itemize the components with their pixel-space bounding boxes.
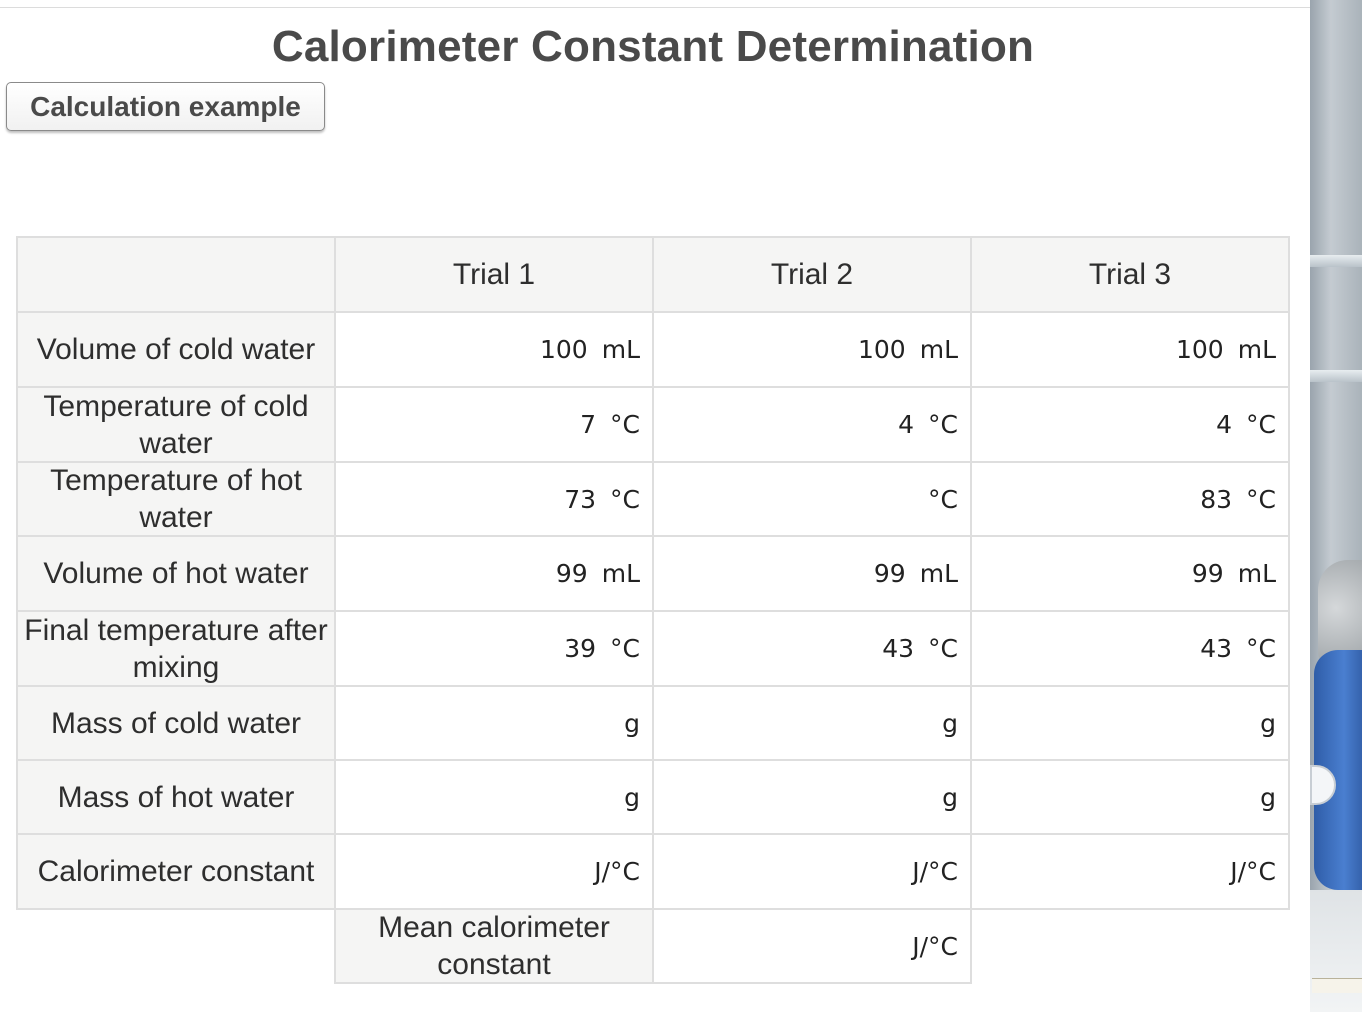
- value-number: 100: [858, 335, 906, 364]
- row-label: Volume of hot water: [43, 557, 309, 590]
- column-header-trial-2: Trial 2: [652, 236, 972, 313]
- value-cell[interactable]: 4 °C: [652, 386, 972, 463]
- value-cell[interactable]: 99 mL: [334, 535, 654, 612]
- value-cell[interactable]: 83 °C: [970, 461, 1290, 537]
- value-number: 83: [1200, 484, 1233, 514]
- row-label: Volume of cold water: [36, 333, 316, 366]
- page-title: Calorimeter Constant Determination: [271, 22, 1035, 71]
- value-unit: mL: [601, 335, 640, 364]
- row-label-cell: Calorimeter constant: [16, 833, 336, 910]
- value-cell[interactable]: 99 mL: [970, 535, 1290, 612]
- row-label: Temperature of hot water: [50, 464, 302, 534]
- value-cell[interactable]: 43 °C: [652, 610, 972, 687]
- lab-ruler: [1312, 978, 1362, 993]
- value-cell[interactable]: g: [970, 759, 1290, 835]
- lab-bench: [1310, 890, 1362, 1012]
- value-cell[interactable]: g: [334, 685, 654, 761]
- value-cell[interactable]: 39 °C: [334, 610, 654, 687]
- value-number: 99: [873, 559, 906, 588]
- value-cell[interactable]: g: [652, 685, 972, 761]
- lab-shelf: [1310, 370, 1362, 382]
- lab-scene-background: [1310, 0, 1362, 1012]
- value-cell[interactable]: g: [334, 759, 654, 835]
- column-header-trial-1: Trial 1: [334, 236, 654, 313]
- value-unit: mL: [601, 559, 640, 588]
- mean-label: Mean calorimeter constant: [378, 911, 610, 981]
- value-cell[interactable]: 7 °C: [334, 386, 654, 463]
- value-cell[interactable]: 100 mL: [970, 311, 1290, 388]
- value-unit: mL: [919, 559, 958, 588]
- column-header-label: Trial 2: [770, 258, 854, 291]
- row-label-cell: Temperature of cold water: [16, 386, 336, 463]
- value-cell[interactable]: 99 mL: [652, 535, 972, 612]
- value-unit: °C: [1246, 484, 1276, 514]
- value-number: 99: [555, 559, 588, 588]
- row-label: Mass of cold water: [50, 706, 302, 740]
- row-label: Mass of hot water: [57, 780, 295, 814]
- value-number: 4: [1216, 410, 1233, 439]
- value-unit: g: [1260, 708, 1276, 738]
- value-cell[interactable]: 4 °C: [970, 386, 1290, 463]
- row-label: Final temperature after mixing: [24, 613, 328, 684]
- value-unit: g: [624, 782, 640, 812]
- value-unit: J/°C: [1230, 857, 1276, 886]
- top-divider: [0, 7, 1310, 8]
- column-header-label: Trial 3: [1088, 258, 1172, 291]
- value-unit: g: [942, 708, 958, 738]
- value-unit: °C: [928, 410, 958, 439]
- value-unit: °C: [610, 484, 640, 514]
- value-unit: g: [942, 782, 958, 812]
- value-cell[interactable]: J/°C: [652, 833, 972, 910]
- value-unit: °C: [1246, 410, 1276, 439]
- value-number: 100: [1176, 335, 1224, 364]
- mean-label-cell: Mean calorimeter constant: [334, 908, 654, 984]
- value-unit: mL: [1237, 335, 1276, 364]
- value-number: 99: [1191, 559, 1224, 588]
- row-label-cell: Mass of hot water: [16, 759, 336, 835]
- row-label: Calorimeter constant: [37, 855, 315, 888]
- value-number: 43: [1200, 634, 1233, 663]
- row-label-cell: Mass of cold water: [16, 685, 336, 761]
- value-number: 100: [540, 335, 588, 364]
- value-number: 7: [580, 410, 597, 439]
- value-cell[interactable]: J/°C: [334, 833, 654, 910]
- row-label-cell: Volume of hot water: [16, 535, 336, 612]
- value-number: 4: [898, 410, 915, 439]
- value-cell[interactable]: 100 mL: [652, 311, 972, 388]
- value-cell[interactable]: g: [652, 759, 972, 835]
- value-unit: °C: [610, 634, 640, 663]
- value-unit: J/°C: [594, 857, 640, 886]
- value-unit: J/°C: [912, 857, 958, 886]
- row-label-cell: Final temperature after mixing: [16, 610, 336, 687]
- value-cell[interactable]: 73 °C: [334, 461, 654, 537]
- mean-value-unit: J/°C: [912, 931, 958, 961]
- column-header-label: Trial 1: [452, 258, 536, 291]
- value-unit: °C: [610, 410, 640, 439]
- value-cell[interactable]: 43 °C: [970, 610, 1290, 687]
- value-unit: mL: [1237, 559, 1276, 588]
- value-cell[interactable]: J/°C: [970, 833, 1290, 910]
- mean-value-cell[interactable]: J/°C: [652, 908, 972, 984]
- calculation-example-button[interactable]: Calculation example: [6, 82, 325, 131]
- value-cell[interactable]: 100 mL: [334, 311, 654, 388]
- row-label-cell: Temperature of hot water: [16, 461, 336, 537]
- row-label-cell: Volume of cold water: [16, 311, 336, 388]
- value-number: 43: [882, 634, 915, 663]
- value-cell[interactable]: g: [970, 685, 1290, 761]
- value-unit: g: [624, 708, 640, 738]
- corner-header-cell: [16, 236, 336, 313]
- value-unit: °C: [928, 634, 958, 663]
- column-header-trial-3: Trial 3: [970, 236, 1290, 313]
- row-label: Temperature of cold water: [43, 389, 309, 460]
- value-unit: °C: [928, 484, 958, 514]
- value-cell[interactable]: °C: [652, 461, 972, 537]
- value-unit: °C: [1246, 634, 1276, 663]
- value-unit: g: [1260, 782, 1276, 812]
- lab-shelf: [1310, 255, 1362, 267]
- value-unit: mL: [919, 335, 958, 364]
- value-number: 39: [564, 634, 597, 663]
- value-number: 73: [564, 484, 597, 514]
